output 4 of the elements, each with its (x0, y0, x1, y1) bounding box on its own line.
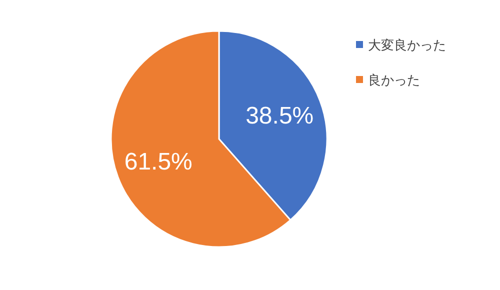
data-label: 61.5% (124, 148, 192, 176)
legend-label: 良かった (368, 72, 420, 88)
data-label: 38.5% (246, 102, 314, 130)
legend-label: 大変良かった (368, 38, 446, 52)
